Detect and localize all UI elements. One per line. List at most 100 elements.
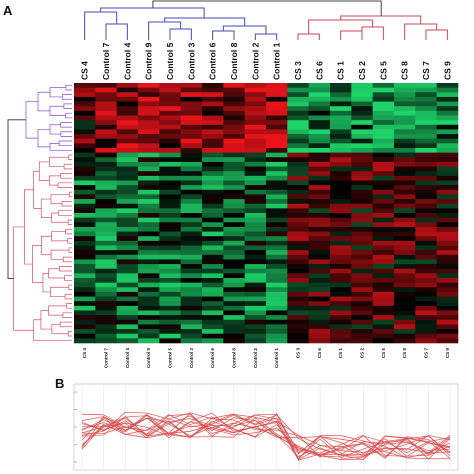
heatmap-cell (351, 83, 373, 88)
heatmap-cell (266, 231, 288, 237)
row-branch (33, 319, 64, 342)
bottom-sample-label: CS 9 (445, 348, 450, 359)
heatmap-cell (415, 115, 437, 121)
heatmap-cell (351, 231, 373, 237)
row-branch (25, 101, 38, 139)
heatmap-cell (372, 287, 395, 293)
heatmap-cell (351, 92, 373, 98)
heatmap-cell (436, 83, 459, 88)
heatmap-cell (372, 92, 395, 98)
heatmap-cell (330, 92, 352, 98)
heatmap-cell (180, 264, 203, 270)
heatmap-cell (244, 124, 267, 130)
heatmap-cell (394, 268, 416, 274)
heatmap-cell (95, 273, 117, 279)
heatmap-cell (415, 185, 437, 191)
heatmap-cell (159, 143, 181, 149)
heatmap-cell (74, 213, 96, 218)
heatmap-cell (95, 254, 117, 260)
heatmap-cell (372, 161, 395, 167)
heatmap-cell (394, 87, 416, 93)
heatmap-cell (266, 338, 288, 344)
heatmap-cell (180, 245, 203, 251)
heatmap-cell (202, 250, 224, 256)
heatmap-cell (74, 161, 96, 167)
heatmap-cell (308, 250, 331, 256)
expression-profile-plot (73, 383, 459, 471)
heatmap-cell (308, 129, 331, 135)
heatmap-cell (287, 120, 309, 126)
top-sample-label: Control 1 (272, 42, 282, 80)
heatmap-cell (180, 185, 203, 191)
heatmap-cell (308, 143, 331, 149)
heatmap-cell (266, 273, 288, 279)
heatmap-cell (138, 268, 160, 274)
heatmap-cell (180, 305, 203, 311)
heatmap-cell (223, 213, 245, 218)
heatmap-cell (394, 148, 416, 153)
heatmap-cell (330, 338, 352, 344)
heatmap-cell (180, 278, 203, 283)
heatmap-cell (394, 231, 416, 237)
heatmap-cell (202, 254, 224, 260)
heatmap-cell (415, 264, 437, 270)
heatmap-cell (415, 189, 437, 195)
heatmap-cell (394, 273, 416, 279)
heatmap-cell (308, 278, 331, 283)
heatmap-cell (180, 268, 203, 274)
heatmap-cell (95, 259, 117, 265)
heatmap-cell (308, 194, 331, 200)
heatmap-cell (244, 203, 267, 209)
heatmap-cell (308, 259, 331, 265)
heatmap-cell (95, 264, 117, 270)
heatmap-cell (351, 189, 373, 195)
heatmap-cell (351, 226, 373, 232)
col-branch (222, 25, 267, 34)
heatmap-cell (308, 287, 331, 293)
heatmap-cell (180, 166, 203, 172)
heatmap-cell (138, 240, 160, 246)
heatmap-cell (202, 305, 224, 311)
heatmap-cell (266, 129, 288, 135)
heatmap-cell (330, 231, 352, 237)
heatmap-cell (180, 301, 203, 307)
heatmap-cell (116, 166, 139, 172)
heatmap-cell (436, 273, 459, 279)
heatmap-cell (266, 171, 288, 177)
heatmap-cell (159, 115, 181, 121)
heatmap-cell (159, 175, 181, 181)
heatmap-cell (223, 175, 245, 181)
heatmap-cell (266, 110, 288, 116)
heatmap-cell (159, 148, 181, 153)
heatmap-cell (180, 194, 203, 200)
heatmap-cell (308, 166, 331, 172)
heatmap-cell (266, 324, 288, 330)
heatmap-cell (95, 236, 117, 242)
heatmap-cell (415, 120, 437, 126)
heatmap-cell (287, 148, 309, 153)
heatmap-cell (74, 231, 96, 237)
heatmap-cell (394, 110, 416, 116)
heatmap-cell (74, 338, 96, 344)
heatmap-cell (95, 310, 117, 316)
heatmap-cell (266, 96, 288, 102)
heatmap-cell (287, 124, 309, 130)
heatmap-cell (415, 96, 437, 102)
heatmap-cell (436, 226, 459, 232)
heatmap-cell (394, 282, 416, 288)
heatmap-cell (244, 134, 267, 140)
heatmap-cell (436, 175, 459, 181)
bottom-sample-label: Control 3 (189, 348, 194, 369)
top-sample-label: Control 7 (101, 42, 111, 80)
heatmap-cell (138, 245, 160, 251)
heatmap-cell (180, 92, 203, 98)
heatmap-cell (372, 106, 395, 112)
heatmap-cell (159, 268, 181, 274)
heatmap-cell (244, 92, 267, 98)
top-sample-label: CS 3 (293, 61, 303, 80)
heatmap-cell (394, 175, 416, 181)
heatmap-cell (436, 329, 459, 335)
heatmap-cell (372, 166, 395, 172)
heatmap-cell (202, 148, 224, 153)
heatmap-cell (74, 189, 96, 195)
